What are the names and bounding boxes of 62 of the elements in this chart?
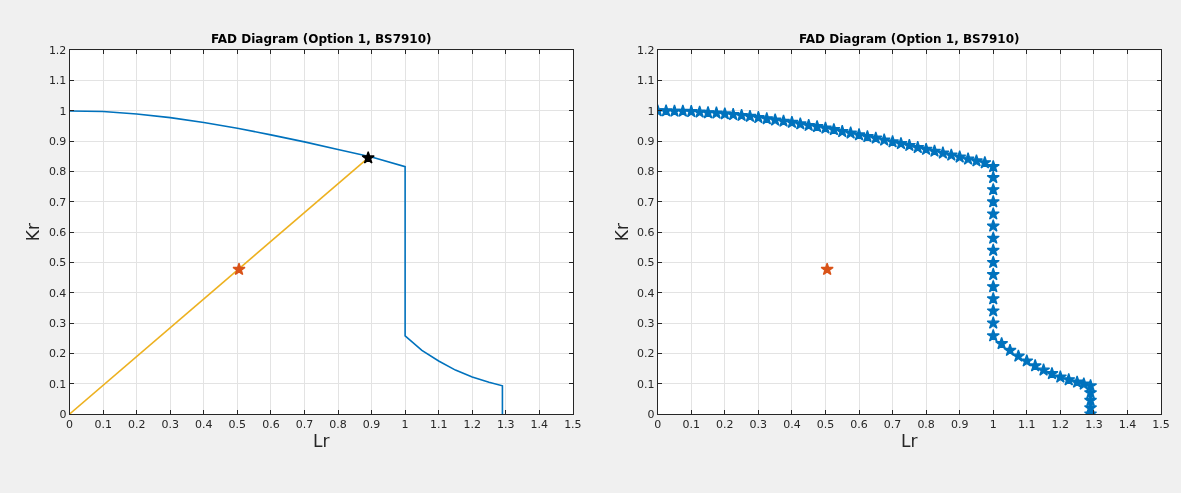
y-tick-label: 1.1 <box>48 74 67 88</box>
x-tick-label: 0.3 <box>749 418 768 432</box>
y-tick-label: 0.7 <box>48 195 67 209</box>
x-axis-title: Lr <box>901 431 918 452</box>
y-tick-label: 1 <box>647 104 655 118</box>
x-tick-label: 1.2 <box>1051 418 1070 432</box>
y-tick-label: 0.8 <box>637 165 655 179</box>
x-tick-label: 0.8 <box>329 418 347 432</box>
x-tick-label: 1.5 <box>564 418 582 432</box>
x-tick-label: 0.5 <box>228 418 247 432</box>
y-tick-label: 1.1 <box>637 74 655 88</box>
y-tick-label: 0.9 <box>637 135 655 149</box>
x-axis-title: Lr <box>313 431 330 452</box>
x-tick-label: 1.1 <box>429 418 448 432</box>
y-tick-label: 0.2 <box>48 347 67 361</box>
chart-title: FAD Diagram (Option 1, BS7910) <box>211 32 432 46</box>
x-tick-label: 1.3 <box>497 418 515 432</box>
x-tick-label: 0.5 <box>816 418 835 432</box>
x-tick-label: 0.6 <box>850 418 868 432</box>
y-tick-label: 0.1 <box>48 377 67 391</box>
x-tick-label: 0.4 <box>195 418 213 432</box>
x-tick-label: 0.8 <box>917 418 935 432</box>
y-tick-label: 0.6 <box>48 226 67 240</box>
x-tick-label: 1.5 <box>1152 418 1170 432</box>
y-tick-label: 0.4 <box>637 286 655 300</box>
x-tick-label: 1.4 <box>1118 418 1137 432</box>
y-tick-label: 0.3 <box>637 316 655 330</box>
x-tick-label: 0.7 <box>883 418 902 432</box>
y-tick-label: 0.8 <box>48 165 67 179</box>
x-tick-label: 0.2 <box>127 418 146 432</box>
y-tick-label: 0.3 <box>48 316 67 330</box>
y-axis-title: Kr <box>23 223 44 242</box>
y-tick-label: 1 <box>59 104 67 118</box>
x-tick-label: 0.3 <box>161 418 179 432</box>
y-tick-label: 0.5 <box>48 256 67 270</box>
y-tick-label: 0 <box>647 407 655 421</box>
y-tick-label: 0.9 <box>48 135 67 149</box>
x-tick-label: 0.7 <box>295 418 314 432</box>
y-tick-label: 0.7 <box>637 195 655 209</box>
x-tick-label: 1.2 <box>463 418 481 432</box>
x-tick-label: 1 <box>401 418 409 432</box>
y-tick-label: 0.2 <box>637 347 655 361</box>
x-tick-label: 1 <box>989 418 997 432</box>
y-tick-label: 0.5 <box>637 256 655 270</box>
x-tick-label: 0.4 <box>783 418 801 432</box>
x-tick-label: 1.4 <box>530 418 549 432</box>
x-tick-label: 1.3 <box>1085 418 1103 432</box>
x-tick-label: 0.1 <box>94 418 112 432</box>
chart-title: FAD Diagram (Option 1, BS7910) <box>799 32 1020 46</box>
y-tick-label: 1.2 <box>637 44 655 58</box>
x-tick-label: 0.9 <box>950 418 969 432</box>
x-tick-label: 0.9 <box>362 418 381 432</box>
y-tick-label: 1.2 <box>48 44 67 58</box>
y-tick-label: 0.1 <box>637 377 655 391</box>
y-tick-label: 0 <box>59 407 67 421</box>
x-tick-label: 0.2 <box>716 418 734 432</box>
y-tick-label: 0.4 <box>48 286 67 300</box>
x-tick-label: 0.1 <box>682 418 701 432</box>
x-tick-label: 1.1 <box>1018 418 1036 432</box>
x-tick-label: 0.6 <box>262 418 280 432</box>
y-axis-title: Kr <box>611 223 632 242</box>
y-tick-label: 0.6 <box>637 226 655 240</box>
